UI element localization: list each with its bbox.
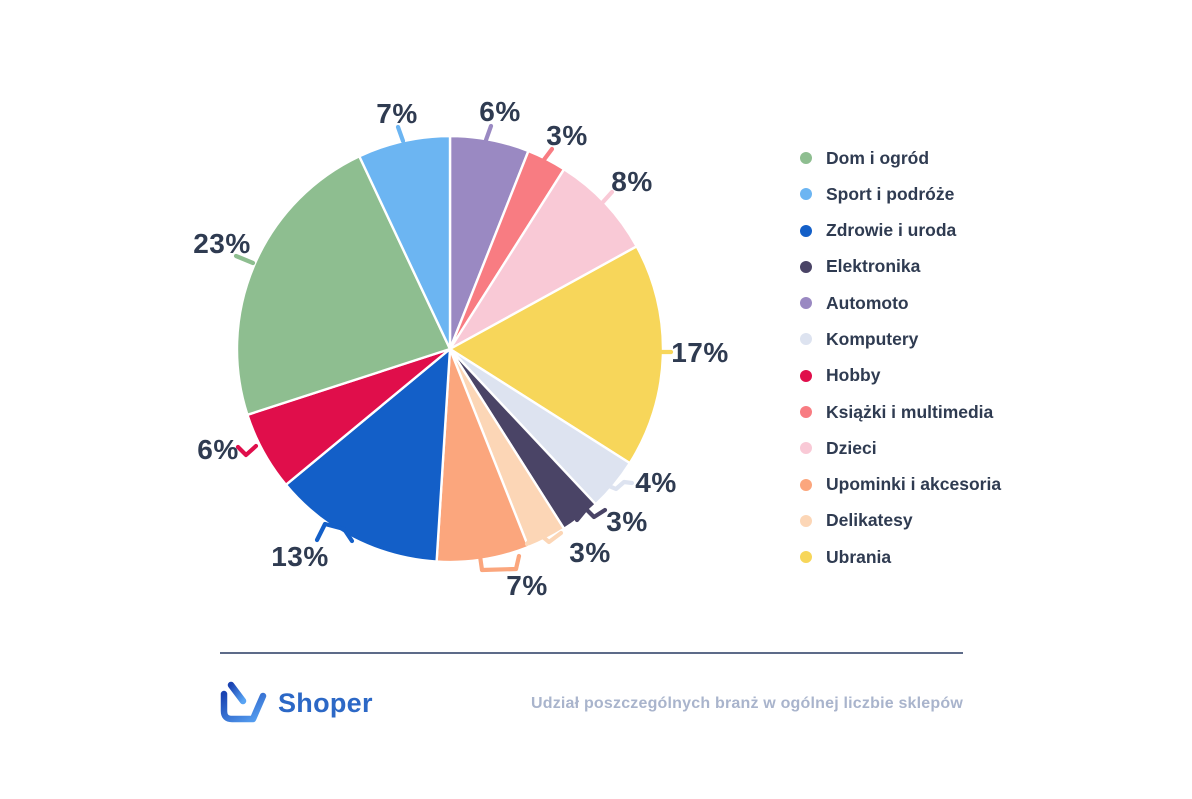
- legend-label: Sport i podróże: [826, 183, 955, 204]
- leader-line: [314, 521, 355, 544]
- legend-dot-icon: [800, 188, 812, 201]
- legend-label: Książki i multimedia: [826, 401, 994, 422]
- legend-item: Upominki i akcesoria: [800, 473, 1001, 497]
- leader-line: [477, 553, 522, 573]
- legend-item: Automoto: [800, 291, 1001, 315]
- chart-caption: Udział poszczególnych branż w ogólnej li…: [530, 695, 963, 712]
- brand-logo: Shoper: [220, 681, 373, 725]
- legend-item: Ubrania: [800, 545, 1001, 569]
- legend: Dom i ogród Sport i podróże Zdrowie i urod…: [800, 146, 1001, 569]
- percent-label: 3%: [546, 120, 588, 151]
- legend-label: Zdrowie i uroda: [826, 220, 957, 241]
- percent-label: 4%: [635, 467, 677, 498]
- percent-label: 7%: [506, 570, 548, 601]
- percent-label: 6%: [197, 434, 239, 465]
- legend-item: Zdrowie i uroda: [800, 219, 1001, 243]
- legend-dot-icon: [800, 551, 812, 564]
- percent-label: 8%: [611, 166, 653, 197]
- legend-dot-icon: [800, 442, 812, 455]
- legend-dot-icon: [800, 478, 812, 491]
- legend-label: Upominki i akcesoria: [826, 474, 1002, 495]
- percent-label: 13%: [271, 541, 329, 572]
- legend-item: Elektronika: [800, 255, 1001, 279]
- percent-label: 17%: [671, 337, 729, 368]
- legend-dot-icon: [800, 369, 812, 382]
- legend-dot-icon: [800, 297, 812, 310]
- shoper-logo-icon: [220, 681, 267, 723]
- legend-label: Komputery: [826, 328, 919, 349]
- percent-label: 6%: [479, 96, 521, 127]
- pie-slice: [448, 168, 638, 351]
- legend-dot-icon: [800, 514, 812, 527]
- legend-dot-icon: [800, 152, 812, 164]
- pie-slice: [448, 245, 665, 465]
- legend-label: Delikatesy: [826, 510, 913, 531]
- brand-name: Shoper: [278, 687, 373, 718]
- legend-dot-icon: [800, 333, 812, 346]
- legend-item: Hobby: [800, 364, 1001, 388]
- leader-line: [233, 253, 256, 266]
- percent-label: 7%: [376, 98, 418, 129]
- leader-line: [524, 529, 564, 547]
- legend-item: Delikatesy: [800, 509, 1001, 533]
- legend-item: Książki i multimedia: [800, 400, 1001, 424]
- leader-line: [235, 443, 259, 458]
- pie-slice: [284, 347, 452, 563]
- percent-label: 23%: [193, 228, 251, 259]
- legend-label: Ubrania: [826, 546, 892, 567]
- legend-label: Dzieci: [826, 437, 877, 458]
- legend-label: Hobby: [826, 365, 881, 386]
- footer-divider: [220, 652, 963, 654]
- legend-item: Dzieci: [800, 436, 1001, 460]
- leader-line: [600, 189, 615, 205]
- leader-line: [574, 506, 608, 523]
- leader-line: [395, 124, 406, 144]
- legend-label: Elektronika: [826, 256, 921, 277]
- legend-dot-icon: [800, 224, 812, 237]
- leader-line: [483, 123, 494, 143]
- legend-item: Dom i ogród: [800, 146, 1001, 170]
- legend-dot-icon: [800, 260, 812, 273]
- percent-label: 3%: [606, 506, 648, 537]
- percent-label: 3%: [569, 537, 611, 568]
- legend-item: Sport i podróże: [800, 182, 1001, 206]
- leader-line: [540, 146, 555, 164]
- legend-dot-icon: [800, 406, 812, 419]
- leader-line: [606, 479, 635, 492]
- legend-label: Dom i ogród: [826, 147, 930, 168]
- legend-label: Automoto: [826, 292, 909, 313]
- legend-item: Komputery: [800, 327, 1001, 351]
